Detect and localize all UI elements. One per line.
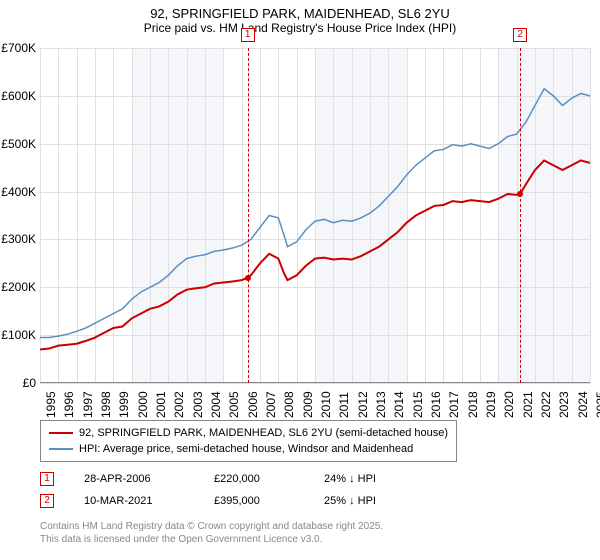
transaction-row: 2 10-MAR-2021 £395,000 25% ↓ HPI <box>40 490 424 512</box>
x-axis-label: 2009 <box>301 391 315 418</box>
x-axis-label: 1995 <box>44 391 58 418</box>
transactions-table: 1 28-APR-2006 £220,000 24% ↓ HPI 2 10-MAR-202… <box>40 468 424 512</box>
x-axis-label: 2021 <box>521 391 535 418</box>
marker-line-2 <box>520 48 521 383</box>
legend-swatch-hpi <box>49 448 73 450</box>
footer-line1: Contains HM Land Registry data © Crown c… <box>40 520 383 533</box>
transaction-diff: 24% ↓ HPI <box>324 473 424 485</box>
x-axis-label: 2000 <box>136 391 150 418</box>
legend-label-hpi: HPI: Average price, semi-detached house,… <box>79 441 413 457</box>
transaction-marker: 1 <box>40 472 54 486</box>
transaction-price: £395,000 <box>214 495 294 507</box>
footer-line2: This data is licensed under the Open Gov… <box>40 533 383 546</box>
x-axis-label: 2022 <box>539 391 553 418</box>
marker-dot-2 <box>517 191 523 197</box>
x-axis-label: 2020 <box>502 391 516 418</box>
series-svg <box>40 48 590 383</box>
legend-swatch-property <box>49 432 73 434</box>
x-axis-label: 2011 <box>337 392 351 418</box>
x-axis-label: 2014 <box>392 391 406 418</box>
y-axis-label: £200K <box>1 280 36 294</box>
x-axis-label: 2005 <box>227 391 241 418</box>
x-axis-label: 2018 <box>466 391 480 418</box>
gridline-v <box>590 48 591 383</box>
x-axis-label: 2004 <box>209 391 223 418</box>
legend-label-property: 92, SPRINGFIELD PARK, MAIDENHEAD, SL6 2Y… <box>79 425 448 441</box>
chart-subtitle: Price paid vs. HM Land Registry's House … <box>0 21 600 35</box>
chart-container: 92, SPRINGFIELD PARK, MAIDENHEAD, SL6 2Y… <box>0 0 600 560</box>
title-block: 92, SPRINGFIELD PARK, MAIDENHEAD, SL6 2Y… <box>0 0 600 39</box>
x-axis-label: 2012 <box>356 391 370 418</box>
x-axis-label: 1996 <box>62 391 76 418</box>
y-axis-label: £0 <box>23 376 36 390</box>
x-axis-label: 2003 <box>191 391 205 418</box>
y-axis-label: £400K <box>1 185 36 199</box>
x-axis-label: 2002 <box>172 391 186 418</box>
x-axis-label: 2001 <box>154 391 168 418</box>
marker-dot-1 <box>245 275 251 281</box>
y-axis-label: £300K <box>1 232 36 246</box>
legend-box: 92, SPRINGFIELD PARK, MAIDENHEAD, SL6 2Y… <box>40 420 457 462</box>
y-axis-label: £100K <box>1 328 36 342</box>
gridline-h <box>40 383 590 384</box>
transaction-date: 10-MAR-2021 <box>84 495 184 507</box>
x-axis-label: 2024 <box>576 391 590 418</box>
chart-title: 92, SPRINGFIELD PARK, MAIDENHEAD, SL6 2Y… <box>0 6 600 21</box>
chart-plot-area: £0£100K£200K£300K£400K£500K£600K£700K199… <box>40 48 590 383</box>
series-line-property <box>40 160 590 349</box>
x-axis-label: 2023 <box>557 391 571 418</box>
x-axis-label: 2008 <box>282 391 296 418</box>
y-axis-label: £700K <box>1 41 36 55</box>
legend-item-property: 92, SPRINGFIELD PARK, MAIDENHEAD, SL6 2Y… <box>49 425 448 441</box>
series-line-hpi <box>40 89 590 338</box>
y-axis-label: £500K <box>1 137 36 151</box>
x-axis-label: 2007 <box>264 391 278 418</box>
transaction-date: 28-APR-2006 <box>84 473 184 485</box>
transaction-row: 1 28-APR-2006 £220,000 24% ↓ HPI <box>40 468 424 490</box>
x-axis-label: 1997 <box>81 391 95 418</box>
x-axis-label: 2019 <box>484 391 498 418</box>
x-axis-label: 2006 <box>246 391 260 418</box>
marker-box-1: 1 <box>241 28 255 42</box>
x-axis-label: 1998 <box>99 391 113 418</box>
x-axis-label: 2025 <box>594 391 600 418</box>
transaction-marker: 2 <box>40 494 54 508</box>
x-axis-label: 2016 <box>429 391 443 418</box>
marker-line-1 <box>248 48 249 383</box>
x-axis-label: 2015 <box>411 391 425 418</box>
x-axis-label: 2013 <box>374 391 388 418</box>
transaction-price: £220,000 <box>214 473 294 485</box>
marker-box-2: 2 <box>513 28 527 42</box>
x-axis-label: 1999 <box>117 391 131 418</box>
legend-item-hpi: HPI: Average price, semi-detached house,… <box>49 441 448 457</box>
y-axis-label: £600K <box>1 89 36 103</box>
footer-text: Contains HM Land Registry data © Crown c… <box>40 520 383 546</box>
x-axis-label: 2017 <box>447 391 461 418</box>
x-axis-label: 2010 <box>319 391 333 418</box>
transaction-diff: 25% ↓ HPI <box>324 495 424 507</box>
